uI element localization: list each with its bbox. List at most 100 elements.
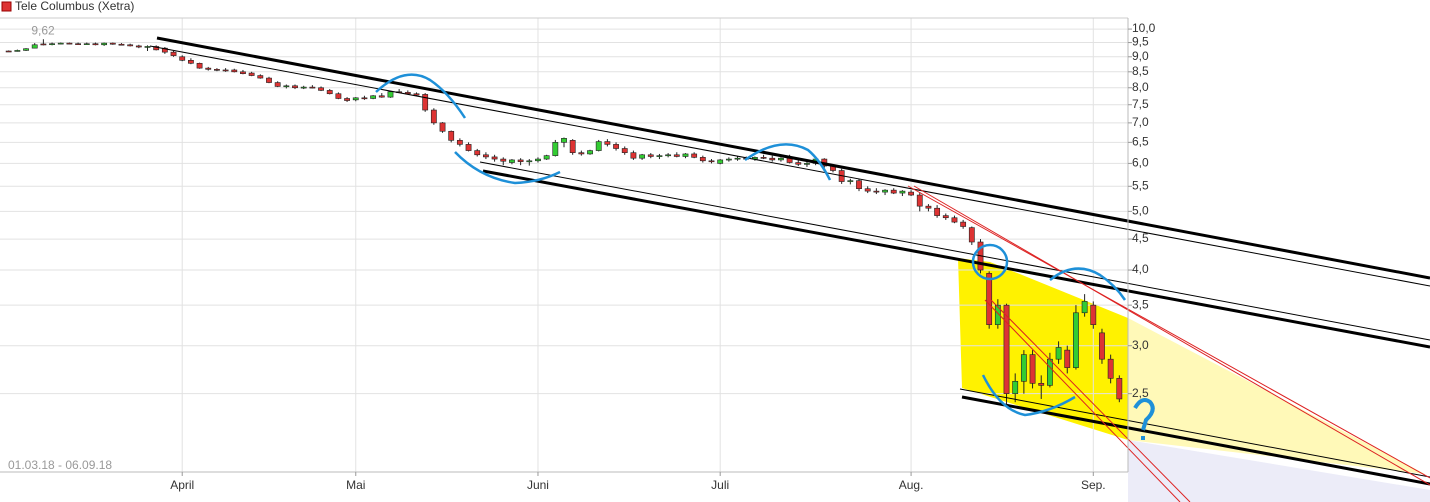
trend-line	[156, 36, 1430, 280]
candle-body	[1116, 378, 1123, 400]
candle-body	[196, 62, 203, 69]
candle-body	[170, 51, 177, 56]
candle-body	[214, 69, 220, 71]
candle-body	[682, 153, 689, 157]
y-tick-label: 8,0	[1132, 80, 1149, 94]
candle-body	[960, 221, 967, 227]
candle-body	[882, 189, 888, 193]
candle-body	[587, 150, 593, 155]
candle-body	[500, 158, 507, 162]
y-tick-label: 9,0	[1132, 49, 1149, 63]
candle-body	[1038, 383, 1045, 386]
candle-body	[66, 42, 73, 45]
candle-body	[318, 87, 324, 91]
candle-body	[231, 69, 238, 73]
candle-body	[595, 141, 602, 151]
candle-body	[266, 77, 272, 83]
candle-body	[561, 138, 567, 143]
candle-body	[179, 56, 186, 61]
candle-body	[1020, 354, 1027, 382]
candle-body	[934, 207, 941, 216]
candle-body	[422, 94, 429, 111]
candle-body	[109, 42, 116, 45]
y-tick-label: 5,0	[1132, 204, 1149, 218]
candle-body	[344, 98, 350, 101]
candle-body	[1107, 358, 1114, 379]
x-tick-label: April	[170, 478, 194, 492]
candle-body	[942, 215, 949, 219]
candle-body	[361, 97, 368, 100]
candle-body	[968, 227, 975, 243]
candle-body	[569, 140, 576, 153]
grid	[0, 18, 1128, 472]
candle-body	[1073, 312, 1079, 368]
candle-body	[578, 152, 585, 155]
trend-line	[959, 388, 1430, 478]
candle-body	[899, 190, 906, 194]
candle-body	[526, 160, 533, 163]
candle-body	[734, 157, 741, 160]
candle-body	[916, 194, 923, 207]
candle-body	[1081, 301, 1088, 314]
candle-body	[873, 190, 880, 193]
candle-body	[404, 92, 411, 95]
candle-body	[153, 46, 160, 51]
trend-line	[913, 185, 1430, 486]
candle-body	[613, 144, 619, 149]
candle-body	[769, 157, 776, 161]
candle-body	[387, 91, 394, 98]
candle-body	[144, 46, 151, 48]
circle	[971, 243, 1009, 281]
trend-line	[479, 161, 1430, 341]
y-tick-label: 9,5	[1132, 35, 1149, 49]
candle-body	[448, 130, 455, 141]
trend-line	[482, 169, 1430, 349]
candle-body	[222, 69, 229, 72]
candle-body	[1090, 304, 1097, 325]
candle-body	[986, 273, 993, 325]
arc	[454, 151, 561, 185]
candle-body	[491, 156, 498, 160]
candle-body	[274, 82, 281, 87]
y-tick-label: 7,5	[1132, 97, 1149, 111]
candle-body	[300, 86, 307, 89]
candle-body	[804, 163, 810, 165]
candle-body	[205, 67, 212, 70]
candle-body	[14, 50, 21, 52]
candle-body	[778, 157, 784, 161]
candle-body	[543, 155, 550, 160]
y-tick-label: 10,0	[1132, 21, 1156, 35]
candle-body	[352, 97, 359, 101]
y-tick-label: 8,5	[1132, 64, 1149, 78]
candle-body	[49, 43, 55, 45]
candle-body	[101, 42, 108, 46]
candle-body	[856, 180, 862, 189]
candle-body	[5, 50, 12, 53]
y-tick-label: 7,0	[1132, 115, 1149, 129]
legend-swatch	[1, 1, 12, 12]
y-tick-label: 3,0	[1132, 338, 1149, 352]
candle-body	[908, 191, 914, 196]
arc	[981, 374, 1076, 417]
candle-body	[92, 43, 99, 46]
candle-body	[864, 188, 871, 192]
candle-body	[725, 158, 732, 161]
candle-body	[326, 90, 333, 95]
candle-body	[161, 47, 168, 53]
candle-body	[248, 72, 255, 76]
candle-body	[187, 60, 194, 64]
candle-body	[1012, 381, 1019, 394]
candle-body	[1064, 349, 1071, 368]
trend-line	[990, 299, 1191, 502]
candle-body	[535, 158, 541, 162]
candle-body	[717, 159, 724, 164]
candle-body	[630, 152, 637, 159]
candle-body	[23, 48, 29, 51]
candle-body	[370, 95, 377, 99]
candle-body	[378, 95, 385, 98]
candle-body	[1047, 358, 1053, 386]
arc	[1049, 267, 1127, 301]
candle-body	[83, 43, 90, 45]
candle-body	[951, 217, 958, 223]
